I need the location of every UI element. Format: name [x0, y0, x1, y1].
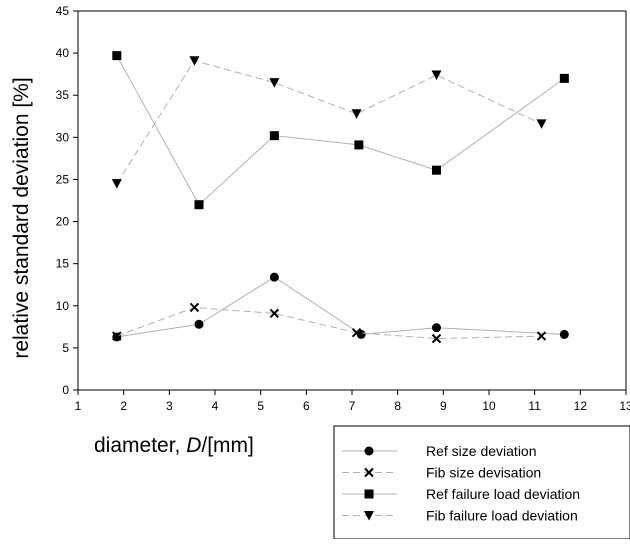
legend-label: Fib failure load deviation [426, 508, 578, 524]
x-marker-stroke [189, 302, 200, 313]
x-marker-stroke [536, 331, 547, 341]
x-tick-label: 10 [482, 399, 496, 413]
y-tick-label: 40 [56, 46, 70, 60]
legend-item-4: Fib failure load deviation [342, 508, 578, 524]
series-3-marker [559, 73, 569, 83]
x-axis-title-symbol: D [186, 434, 201, 457]
series-3-marker [269, 131, 279, 141]
x-tick-label: 5 [257, 399, 264, 413]
series-4-marker [111, 179, 122, 189]
x-tick-label: 12 [574, 399, 588, 413]
y-axis-title: relative standard deviation [%] [10, 77, 33, 358]
series-4-marker [269, 78, 280, 88]
series-3 [112, 51, 569, 210]
series-3-marker [194, 200, 204, 210]
y-tick-label: 35 [56, 88, 70, 102]
series-3-line [116, 55, 565, 206]
y-tick-label: 30 [56, 130, 70, 144]
x-marker-stroke [269, 308, 280, 319]
series-3-marker [354, 140, 364, 150]
x-tick-label: 9 [440, 399, 447, 413]
series-1-marker [431, 323, 441, 333]
series-4-marker [431, 70, 442, 81]
series-2-marker [431, 333, 442, 344]
series-2 [112, 302, 547, 344]
series-2-marker [189, 302, 200, 313]
legend-item-1: Ref size deviation [342, 443, 537, 459]
series-1-marker [356, 329, 366, 339]
series-2-marker [112, 331, 122, 341]
legend-marker [364, 489, 374, 499]
series-2-marker [269, 308, 280, 319]
legend-label: Ref size deviation [426, 443, 537, 459]
legend-label: Fib size devisation [426, 465, 541, 481]
x-axis-title-unit: /[mm] [201, 434, 254, 457]
y-tick-label: 5 [62, 341, 69, 355]
series-1-marker [559, 329, 569, 339]
x-tick-label: 1 [75, 399, 82, 413]
series-4-marker [189, 56, 200, 66]
y-tick-label: 10 [56, 299, 70, 313]
y-tick-label: 15 [56, 257, 70, 271]
legend-marker [364, 467, 374, 478]
x-tick-label: 11 [528, 399, 541, 413]
legend-marker [364, 511, 374, 521]
y-tick-label: 25 [56, 172, 70, 186]
x-marker-stroke [351, 328, 362, 338]
x-tick-label: 3 [166, 399, 173, 413]
y-tick-label: 20 [56, 215, 70, 229]
x-tick-label: 6 [303, 399, 310, 413]
legend-frame [333, 425, 630, 540]
series-2-line [116, 306, 542, 340]
y-tick-label: 45 [56, 4, 70, 18]
legend-label: Ref failure load deviation [426, 486, 580, 502]
series-4 [111, 56, 547, 189]
series-4-marker [536, 119, 547, 129]
series-1-marker [194, 319, 204, 329]
series-4-line [116, 60, 542, 184]
x-axis-title: diameter, D/[mm] [94, 434, 254, 457]
x-tick-label: 2 [120, 399, 127, 413]
x-axis-title-prefix: diameter, [94, 434, 186, 457]
series-1-marker [269, 272, 279, 282]
y-tick-label: 0 [62, 383, 69, 397]
x-tick-label: 13 [619, 399, 630, 413]
series-3-marker [112, 51, 122, 61]
legend-item-2: Fib size devisation [342, 465, 541, 481]
legend: Ref size deviation Fib size devisation Ref… [333, 425, 630, 540]
x-marker-stroke [364, 467, 374, 478]
x-marker-stroke [112, 331, 122, 341]
series-3-marker [431, 165, 441, 175]
x-tick-label: 4 [212, 399, 219, 413]
series-4-marker [351, 109, 362, 119]
x-marker-stroke [431, 333, 442, 344]
series-2-marker [536, 331, 547, 341]
legend-marker [364, 446, 374, 456]
x-tick-label: 8 [394, 399, 401, 413]
series-2-marker [351, 328, 362, 338]
x-tick-label: 7 [349, 399, 356, 413]
legend-item-3: Ref failure load deviation [342, 486, 580, 502]
series-1-line [116, 276, 565, 338]
